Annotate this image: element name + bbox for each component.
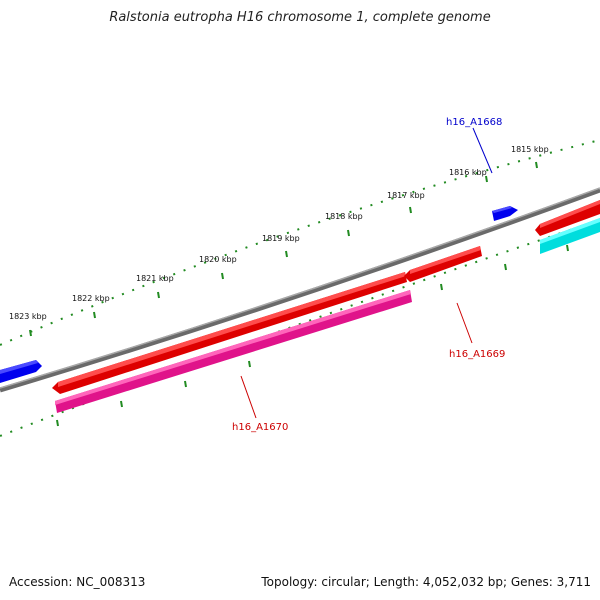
genome-summary-text: Topology: circular; Length: 4,052,032 bp…: [261, 575, 591, 589]
gene-left-blue[interactable]: [0, 360, 42, 383]
tick-label: 1818 kbp: [325, 212, 363, 221]
leader-line-h16-a1669: [456, 302, 473, 344]
tick-label: 1816 kbp: [449, 168, 487, 177]
gene-h16-a1669[interactable]: [404, 246, 482, 282]
gene-h16-a1668[interactable]: [492, 206, 518, 221]
gene-label-h16-a1669: h16_A1669: [449, 349, 505, 360]
gene-label-h16-a1670: h16_A1670: [232, 422, 288, 433]
gene-label-h16-a1668: h16_A1668: [446, 117, 502, 128]
chromosome-backbone: [0, 187, 600, 393]
inner-scale-track: [0, 219, 600, 437]
tick-label: 1821 kbp: [136, 274, 174, 283]
tick-label: 1819 kbp: [262, 234, 300, 243]
inner-major-ticks: [56, 244, 569, 427]
gene-cyan-right[interactable]: [540, 218, 600, 254]
tick-label: 1817 kbp: [387, 191, 425, 200]
leader-line-h16-a1670: [240, 375, 257, 419]
map-title: Ralstonia eutropha H16 chromosome 1, com…: [109, 10, 491, 25]
leader-line-h16-a1668: [472, 127, 493, 174]
tick-label: 1820 kbp: [199, 255, 237, 264]
accession-text: Accession: NC_008313: [9, 575, 146, 589]
tick-label: 1815 kbp: [511, 145, 549, 154]
gene-forward-red-long[interactable]: [52, 272, 407, 394]
outer-major-ticks: [29, 161, 538, 337]
gene-h16-a1670[interactable]: [55, 290, 412, 413]
gene-forward-red-right[interactable]: [535, 200, 600, 236]
tick-label: 1823 kbp: [9, 312, 47, 321]
tick-label: 1822 kbp: [72, 294, 110, 303]
